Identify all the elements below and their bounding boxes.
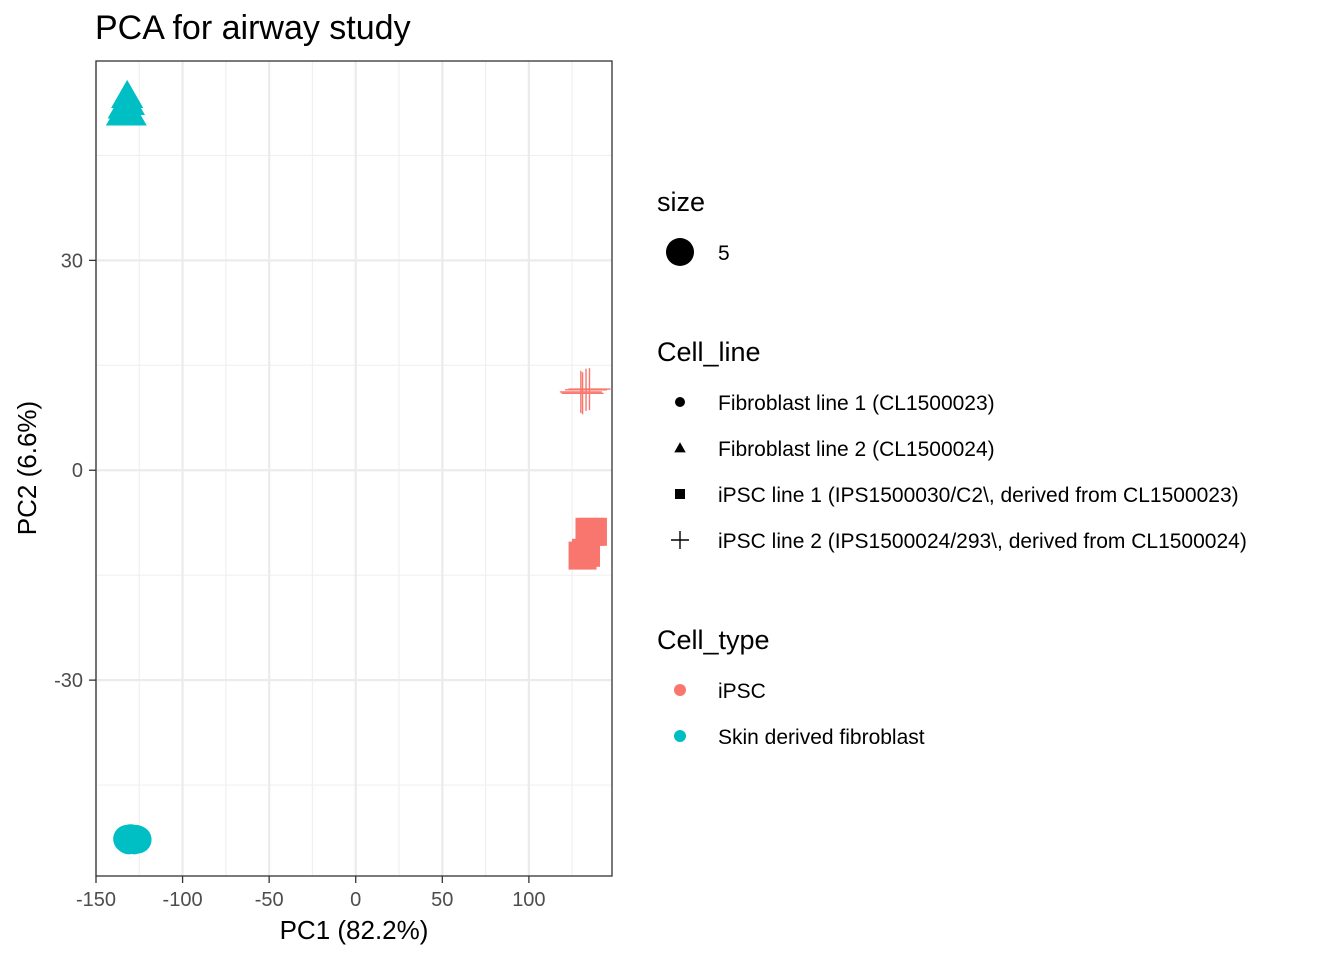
legend-key-triangle [674,442,686,453]
legend-title-cell_type: Cell_type [657,625,770,655]
data-point-plus [559,370,602,413]
x-tick-label: -50 [255,889,284,911]
x-tick-label: 50 [431,889,453,911]
legend-title-size: size [657,187,705,217]
legend-key-circle [675,397,685,407]
legend-key-plus [671,531,689,549]
data-point-plus [568,368,611,411]
y-tick-label: -30 [54,670,83,692]
legend-label: iPSC [718,680,766,703]
panel-border [95,60,613,877]
data-point-triangle [107,90,140,119]
legend-key-square [675,489,685,499]
legend-label: 5 [718,242,730,265]
plot-panel [96,61,612,876]
y-tick-label: 30 [61,250,83,272]
legend: size 5 Cell_line Fibroblast line 1 (CL15000… [657,187,1247,749]
x-tick-label: -150 [76,889,116,911]
legend-title-cell_line: Cell_line [657,337,761,367]
legend-label: Skin derived fibroblast [718,726,925,749]
x-axis: -150 -100 -50 0 50 100 [76,876,546,911]
legend-label: iPSC line 1 (IPS1500030/C2\, derived fro… [718,484,1239,507]
legend-label: iPSC line 2 (IPS1500024/293\, derived fr… [718,530,1247,553]
y-axis: -30 0 30 [54,250,96,692]
legend-label: Fibroblast line 1 (CL1500023) [718,392,995,415]
data-point-square [568,541,597,570]
x-tick-label: 100 [512,889,545,911]
legend-key-color [674,730,686,742]
chart-title: PCA for airway study [95,9,411,47]
y-tick-label: 0 [72,460,83,482]
data-points [105,79,611,855]
y-axis-title: PC2 (6.6%) [12,401,42,535]
x-axis-title: PC1 (82.2%) [280,915,429,945]
data-point-plus [561,372,604,415]
legend-label: Fibroblast line 2 (CL1500024) [718,438,995,461]
x-tick-label: -100 [163,889,203,911]
x-tick-label: 0 [350,889,361,911]
minor-gridlines [96,61,612,876]
legend-key-color [674,684,686,696]
panel-background [96,61,612,876]
data-point-circle [121,824,150,853]
legend-key-size [666,238,694,266]
plot-border [95,60,613,877]
